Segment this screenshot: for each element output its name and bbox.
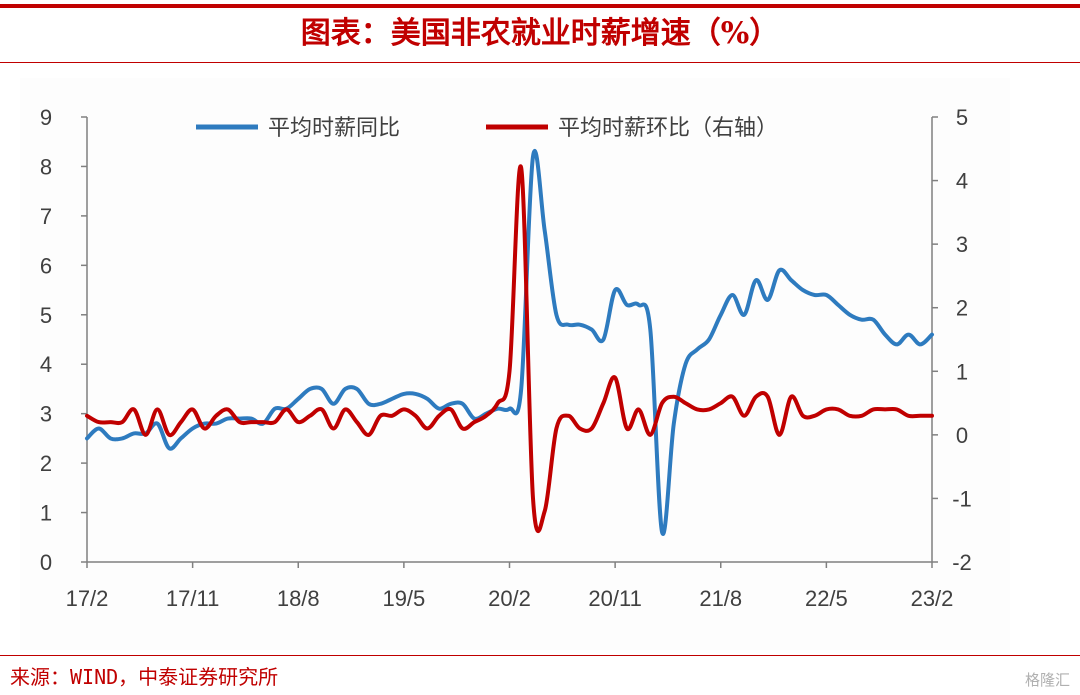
plot-background xyxy=(20,78,1010,650)
y-left-tick-label: 7 xyxy=(40,204,52,229)
legend-label-yoy: 平均时薪同比 xyxy=(268,115,400,140)
x-tick-label: 22/5 xyxy=(805,586,848,611)
y-left-tick-label: 1 xyxy=(40,501,52,526)
y-right-tick-label: -2 xyxy=(952,550,972,575)
series-line-mom xyxy=(85,164,934,534)
legend-label-mom: 平均时薪环比（右轴） xyxy=(558,115,778,140)
chart-axes: 0 1 2 3 4 5 6 7 8 9 -2 -1 0 1 2 3 4 5 17/2 17/11 18/8 19/5 20/… xyxy=(40,105,972,611)
watermark-logo: 格隆汇 xyxy=(1024,671,1070,689)
x-tick-label: 20/2 xyxy=(488,586,531,611)
page-title: 图表：美国非农就业时薪增速（%） xyxy=(300,16,780,51)
y-right-tick-label: 1 xyxy=(956,359,968,384)
source-note: 来源：WIND，中泰证券研究所 xyxy=(10,665,279,689)
x-tick-label: 17/2 xyxy=(66,586,109,611)
y-left-tick-label: 0 xyxy=(40,550,52,575)
y-left-tick-label: 4 xyxy=(40,352,52,377)
x-tick-label: 19/5 xyxy=(382,586,425,611)
y-right-tick-label: -1 xyxy=(952,486,972,511)
y-right-tick-label: 2 xyxy=(956,296,968,321)
y-left-tick-label: 2 xyxy=(40,451,52,476)
y-left-tick-label: 5 xyxy=(40,303,52,328)
y-right-tick-label: 5 xyxy=(956,105,968,130)
x-tick-label: 21/8 xyxy=(699,586,742,611)
y-right-tick-label: 3 xyxy=(956,232,968,257)
y-left-tick-label: 8 xyxy=(40,154,52,179)
bottom-rule xyxy=(0,655,1080,656)
chart-series xyxy=(85,149,934,536)
y-left-tick-label: 3 xyxy=(40,402,52,427)
y-right-tick-label: 4 xyxy=(956,169,968,194)
y-right-tick-label: 0 xyxy=(956,423,968,448)
chart-legend: 平均时薪同比 平均时薪环比（右轴） xyxy=(196,115,778,140)
y-left-tick-label: 6 xyxy=(40,253,52,278)
series-line-yoy xyxy=(85,149,934,536)
x-tick-label: 20/11 xyxy=(588,586,641,611)
title-rule xyxy=(0,62,1080,63)
x-tick-label: 23/2 xyxy=(911,586,954,611)
x-tick-label: 18/8 xyxy=(277,586,320,611)
x-tick-label: 17/11 xyxy=(166,586,219,611)
top-rule xyxy=(0,4,1080,8)
y-left-tick-label: 9 xyxy=(40,105,52,130)
